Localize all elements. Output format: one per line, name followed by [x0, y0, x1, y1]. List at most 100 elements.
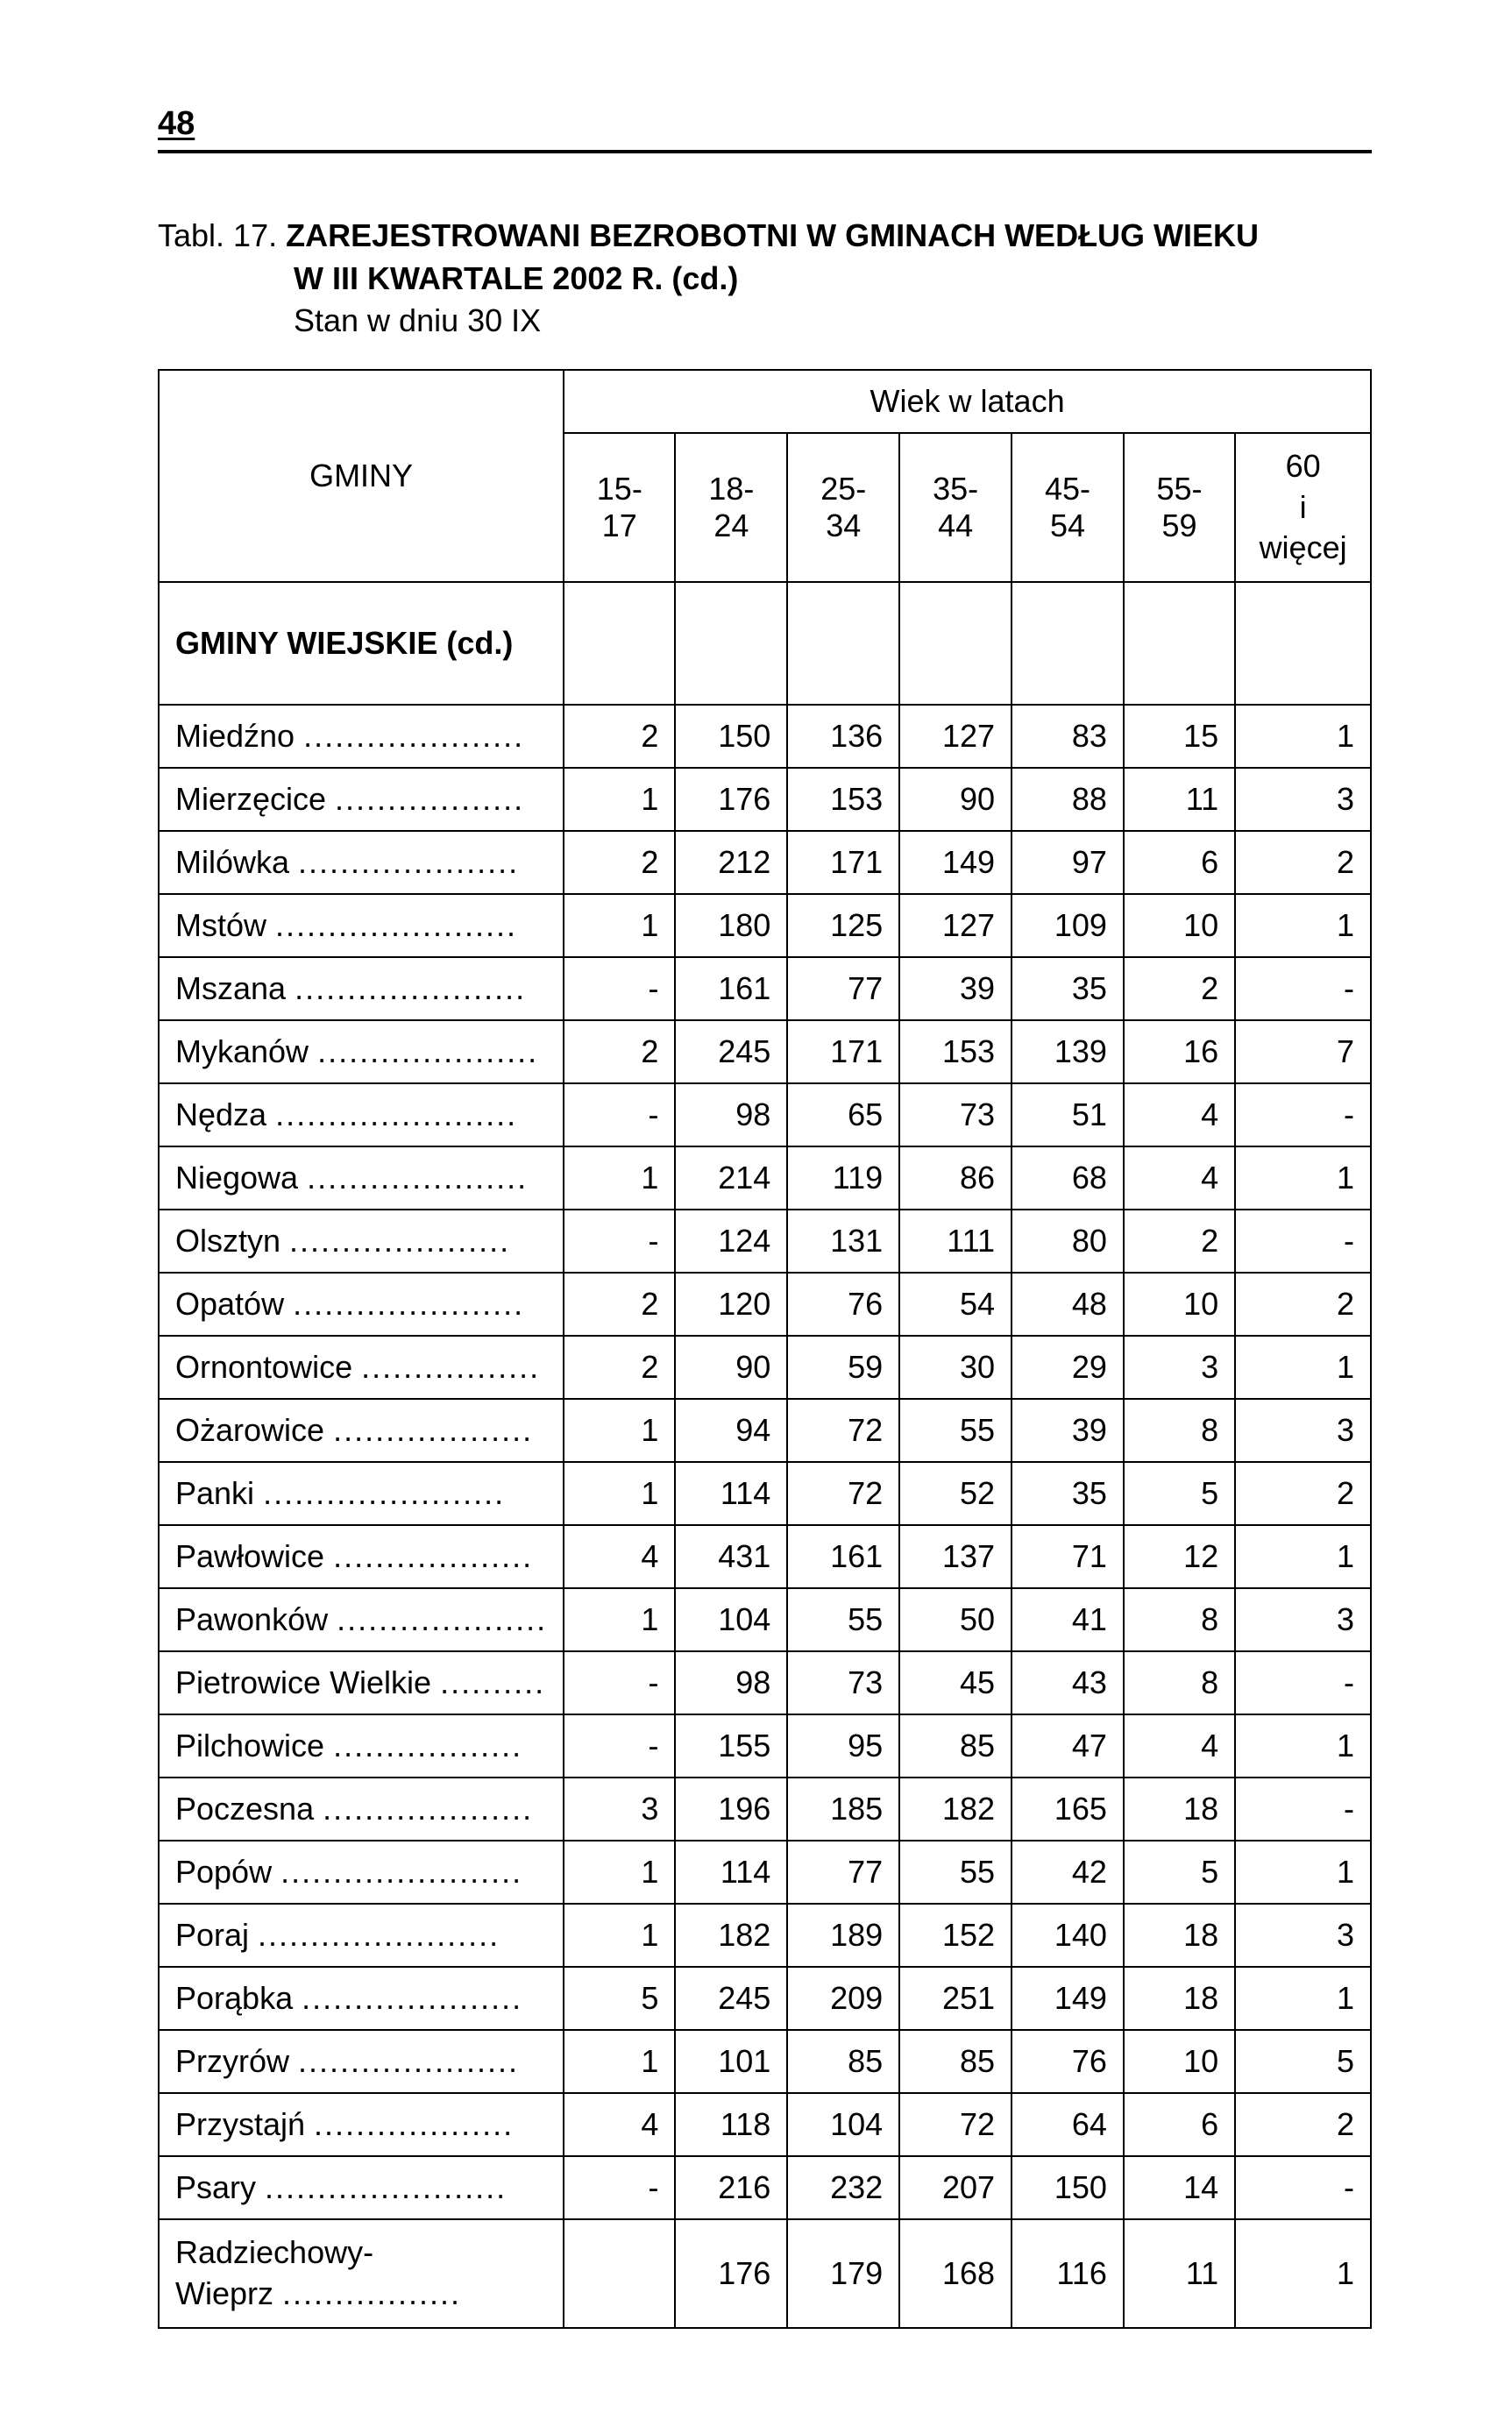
- data-cell: 51: [1012, 1083, 1124, 1146]
- data-cell: 2: [1124, 957, 1235, 1020]
- data-cell: 30: [899, 1336, 1012, 1399]
- data-cell: 54: [899, 1273, 1012, 1336]
- data-cell: 18: [1124, 1967, 1235, 2030]
- table-body: GMINY WIEJSKIE (cd.) Miedźno ...........…: [159, 582, 1371, 2328]
- data-cell: 47: [1012, 1714, 1124, 1778]
- data-cell: 35: [1012, 957, 1124, 1020]
- data-cell: 4: [564, 2093, 675, 2156]
- row-label: Panki .......................: [159, 1462, 564, 1525]
- data-cell: 182: [675, 1904, 787, 1967]
- row-label: Pawonków ....................: [159, 1588, 564, 1651]
- table-row: Przystajń ...................41181047264…: [159, 2093, 1371, 2156]
- table-row: Pilchowice ..................-1559585474…: [159, 1714, 1371, 1778]
- table-row: Mstów .......................11801251271…: [159, 894, 1371, 957]
- data-cell: 10: [1124, 2030, 1235, 2093]
- data-cell: -: [1235, 1778, 1371, 1841]
- empty-cell: [787, 582, 899, 705]
- data-cell: -: [1235, 957, 1371, 1020]
- data-cell: 124: [675, 1210, 787, 1273]
- data-cell: 114: [675, 1841, 787, 1904]
- data-cell: 212: [675, 831, 787, 894]
- data-cell: -: [564, 1083, 675, 1146]
- empty-cell: [899, 582, 1012, 705]
- data-cell: 72: [899, 2093, 1012, 2156]
- data-cell: 1: [564, 768, 675, 831]
- data-cell: 2: [1124, 1210, 1235, 1273]
- data-cell: 137: [899, 1525, 1012, 1588]
- data-cell: 77: [787, 957, 899, 1020]
- data-cell: 2: [1235, 1462, 1371, 1525]
- data-cell: 104: [787, 2093, 899, 2156]
- data-cell: 1: [564, 1462, 675, 1525]
- data-cell: 171: [787, 1020, 899, 1083]
- data-cell: 35: [1012, 1462, 1124, 1525]
- data-cell: 182: [899, 1778, 1012, 1841]
- data-cell: 101: [675, 2030, 787, 2093]
- table-row: Psary .......................-2162322071…: [159, 2156, 1371, 2219]
- table-row: Popów .......................11147755425…: [159, 1841, 1371, 1904]
- data-cell: 10: [1124, 1273, 1235, 1336]
- data-cell: 7: [1235, 1020, 1371, 1083]
- data-cell: 42: [1012, 1841, 1124, 1904]
- data-cell: 83: [1012, 705, 1124, 768]
- row-label: Porąbka .....................: [159, 1967, 564, 2030]
- data-cell: 5: [1124, 1462, 1235, 1525]
- data-cell: 4: [1124, 1146, 1235, 1210]
- data-cell: 251: [899, 1967, 1012, 2030]
- data-cell: 73: [899, 1083, 1012, 1146]
- data-cell: 76: [1012, 2030, 1124, 2093]
- data-cell: 104: [675, 1588, 787, 1651]
- data-cell: 109: [1012, 894, 1124, 957]
- data-cell: 11: [1124, 2219, 1235, 2328]
- data-cell: 155: [675, 1714, 787, 1778]
- title-line3: Stan w dniu 30 IX: [294, 300, 1372, 343]
- data-cell: 76: [787, 1273, 899, 1336]
- page-number: 48: [158, 105, 195, 142]
- col-header-gminy: GMINY: [159, 370, 564, 582]
- row-label: Pietrowice Wielkie ..........: [159, 1651, 564, 1714]
- data-cell: 150: [675, 705, 787, 768]
- row-label: Niegowa .....................: [159, 1146, 564, 1210]
- title-line2: W III KWARTALE 2002 R. (cd.): [294, 258, 1372, 301]
- data-cell: 118: [675, 2093, 787, 2156]
- table-head: GMINY Wiek w latach 15-1718-2425-3435-44…: [159, 370, 1371, 582]
- data-cell: 140: [1012, 1904, 1124, 1967]
- data-cell: -: [564, 1714, 675, 1778]
- row-label: Milówka .....................: [159, 831, 564, 894]
- data-cell: 2: [1235, 831, 1371, 894]
- data-cell: 3: [564, 1778, 675, 1841]
- data-cell: 5: [1235, 2030, 1371, 2093]
- section-header-row: GMINY WIEJSKIE (cd.): [159, 582, 1371, 705]
- data-cell: 196: [675, 1778, 787, 1841]
- data-cell: 152: [899, 1904, 1012, 1967]
- data-cell: 85: [899, 1714, 1012, 1778]
- data-cell: 171: [787, 831, 899, 894]
- data-cell: 64: [1012, 2093, 1124, 2156]
- data-cell: 431: [675, 1525, 787, 1588]
- data-cell: 5: [564, 1967, 675, 2030]
- table-row: Mierzęcice ..................11761539088…: [159, 768, 1371, 831]
- data-cell: 6: [1124, 2093, 1235, 2156]
- data-cell: 43: [1012, 1651, 1124, 1714]
- data-cell: 189: [787, 1904, 899, 1967]
- row-label: Mstów .......................: [159, 894, 564, 957]
- data-cell: 5: [1124, 1841, 1235, 1904]
- data-cell: 90: [899, 768, 1012, 831]
- row-label: Przyrów .....................: [159, 2030, 564, 2093]
- data-cell: 88: [1012, 768, 1124, 831]
- table-row: Porąbka .....................52452092511…: [159, 1967, 1371, 2030]
- table-row: Pawonków ....................11045550418…: [159, 1588, 1371, 1651]
- data-cell: 1: [564, 1399, 675, 1462]
- data-cell: 3: [1235, 768, 1371, 831]
- table-row: Nędza .......................-986573514-: [159, 1083, 1371, 1146]
- data-cell: -: [564, 1651, 675, 1714]
- data-cell: 77: [787, 1841, 899, 1904]
- section-header-label: GMINY WIEJSKIE (cd.): [159, 582, 564, 705]
- data-cell: 55: [899, 1399, 1012, 1462]
- data-cell: 98: [675, 1083, 787, 1146]
- table-row: Poczesna ....................31961851821…: [159, 1778, 1371, 1841]
- data-cell: 6: [1124, 831, 1235, 894]
- data-cell: 1: [1235, 1967, 1371, 2030]
- row-label: Nędza .......................: [159, 1083, 564, 1146]
- data-cell: 149: [1012, 1967, 1124, 2030]
